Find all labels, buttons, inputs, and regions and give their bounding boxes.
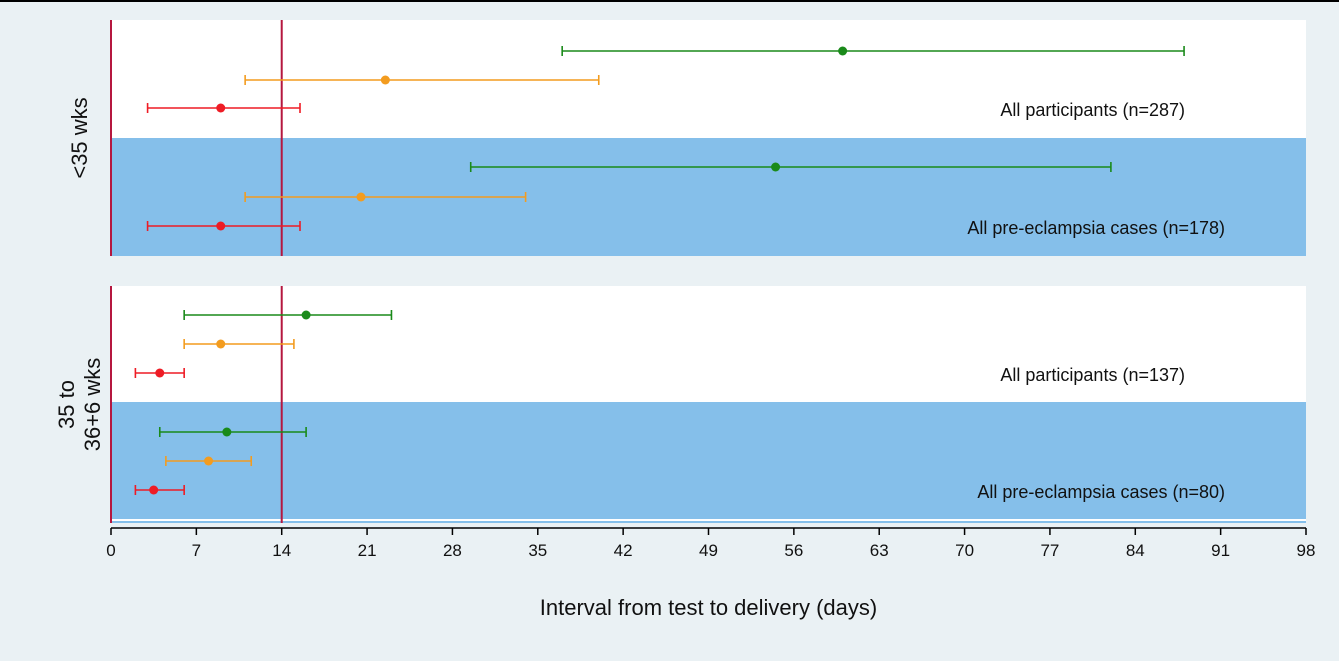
x-tick-label: 49 — [699, 541, 718, 560]
group-label-line: 36+6 wks — [80, 358, 105, 452]
x-tick-label: 35 — [528, 541, 547, 560]
x-tick-label: 56 — [784, 541, 803, 560]
point-estimate — [216, 221, 226, 231]
panel-1: All participants (n=287) All pre-eclampsi… — [67, 20, 1306, 256]
band-label: All participants (n=137) — [1000, 365, 1185, 385]
panel-2: All participants (n=137) All pre-eclampsi… — [54, 286, 1306, 523]
x-axis: 0 7 14 21 28 35 42 49 56 63 70 77 84 91 98 — [106, 527, 1316, 560]
x-tick-label: 77 — [1040, 541, 1059, 560]
panels: All participants (n=287) All pre-eclampsi… — [54, 20, 1306, 523]
plain-band — [111, 20, 1306, 138]
point-estimate — [216, 103, 226, 113]
shaded-band — [111, 402, 1306, 523]
point-estimate — [838, 46, 848, 56]
point-estimate — [380, 75, 390, 85]
group-label: <35 wks — [67, 97, 92, 178]
point-estimate — [301, 310, 311, 320]
x-tick-label: 21 — [358, 541, 377, 560]
x-tick-label: 7 — [192, 541, 201, 560]
x-tick-label: 70 — [955, 541, 974, 560]
point-estimate — [216, 339, 226, 349]
group-label-line: <35 wks — [67, 97, 92, 178]
group-label-line: 35 to — [54, 380, 79, 429]
x-tick-label: 84 — [1126, 541, 1145, 560]
group-label: 35 to36+6 wks — [54, 358, 105, 452]
plain-band — [111, 286, 1306, 402]
point-estimate — [356, 192, 366, 202]
x-tick-label: 28 — [443, 541, 462, 560]
x-tick-label: 14 — [272, 541, 291, 560]
point-estimate — [149, 485, 159, 495]
point-estimate — [222, 427, 232, 437]
point-estimate — [204, 456, 214, 466]
x-tick-label: 42 — [614, 541, 633, 560]
x-axis-title: Interval from test to delivery (days) — [540, 595, 877, 620]
band-label: All pre-eclampsia cases (n=178) — [967, 218, 1225, 238]
point-estimate — [155, 368, 165, 378]
band-label: All pre-eclampsia cases (n=80) — [977, 482, 1225, 502]
x-tick-label: 63 — [870, 541, 889, 560]
x-tick-label: 91 — [1211, 541, 1230, 560]
x-tick-label: 0 — [106, 541, 115, 560]
band-label: All participants (n=287) — [1000, 100, 1185, 120]
point-estimate — [771, 162, 781, 172]
x-tick-label: 98 — [1297, 541, 1316, 560]
